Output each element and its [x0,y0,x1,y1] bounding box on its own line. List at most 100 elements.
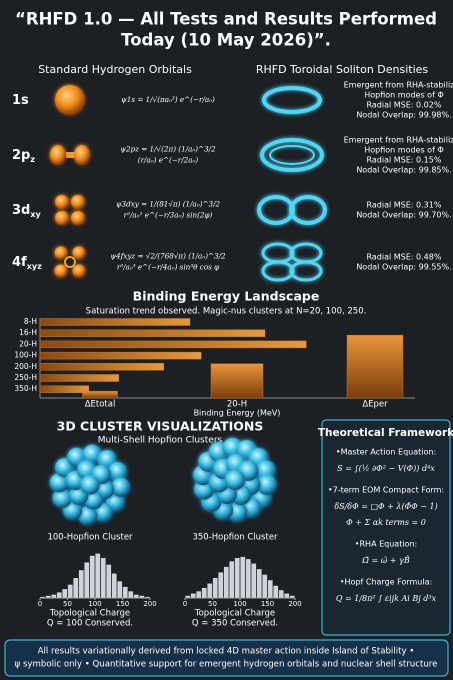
x-tick-label: 50 [63,600,72,608]
cluster-sphere [82,444,102,464]
framework-formula: S = ∫(½ ∂Φ² − V(Φ)) d⁴x [337,464,435,473]
x-tick-label: 200 [143,600,156,608]
histogram-bar [56,592,62,598]
orbital-label: 4fxyz [12,255,42,271]
torus-glyph [289,260,323,282]
bar [39,351,202,360]
x-axis-label: Topological Charge [49,609,130,619]
histogram-bar [51,594,57,598]
orbital-glyph [54,246,68,260]
histogram-bar [223,566,229,598]
formula: ψ3dxy = 1/(81√π) (1/a₀)^3/2 [116,200,221,209]
x-tick-label: ΔEtotal [85,400,116,410]
torus-glyph [289,195,327,225]
orbital-desc: Emergent from RHA-stabilized [344,81,453,90]
section-subtitle: Multi-Shell Hopfion Clusters [98,436,223,446]
orbital-desc: Radial MSE: 0.48% [367,253,442,262]
orbital-glyph [64,256,76,268]
footer-text: ψ symbolic only • Quantitative support f… [15,660,438,670]
orbital-desc: Hopfion modes of Φ [364,91,443,100]
histogram-bar [117,581,123,598]
x-axis-label: Topological Charge [194,609,275,619]
cluster-sphere [111,477,131,497]
histogram-bar [240,556,246,598]
histogram-bar [185,595,191,598]
orbital-label-main: 2p [12,148,30,163]
framework-box [321,419,451,636]
histogram-bar [262,574,268,598]
cluster-label: 100-Hopfion Cluster [47,533,133,543]
framework-title: Theoretical Framework [318,427,453,439]
histogram-bar [196,591,202,598]
histogram-bar [245,559,251,598]
bar [210,363,264,399]
histogram-bar [190,593,196,598]
cluster-sphere [78,506,98,526]
cluster-sphere [83,490,103,510]
cluster-sphere [194,479,215,500]
orbital-glyph [55,195,69,209]
heading-right: RHFD Toroidal Soliton Densities [256,63,429,76]
x-axis-label: Binding Energy (MeV) [194,409,281,418]
histogram-bar [207,583,213,598]
x-tick-label: 20-H [227,400,247,410]
chart-subtitle: Saturation trend observed. Magic-nus clu… [86,307,367,317]
histogram-bar [251,563,257,598]
histogram-bar [106,564,112,598]
cluster-sphere [49,473,69,493]
framework-formula: Ω̃ = ω̃ + γB̃ [361,556,410,565]
histogram-bar [139,595,145,598]
bar [346,334,404,399]
formula: (r/a₀) e^(−r/2a₀) [138,156,199,165]
orbital-desc: Nodal Overlap: 99.55%. [356,263,451,272]
framework-label: •7-term EOM Compact Form: [328,486,444,495]
bar [82,390,118,399]
cluster-sphere [77,460,97,480]
x-tick-label: ΔEper [362,400,388,410]
x-tick-label: 0 [183,600,187,608]
histogram-bar [67,584,73,598]
orbital-glyph [55,211,69,225]
bar [39,329,266,337]
caption: Q = 350 Conserved. [192,619,278,629]
orbital-label-sub: z [30,155,35,164]
section-title: 3D CLUSTER VISUALIZATIONS [57,419,264,434]
framework-label: •RHA Equation: [355,540,417,549]
formula: r²/a₀² e^(−r/3a₀) sin(2φ) [124,211,213,220]
footer-text: All results variationally derived from l… [38,647,415,657]
footer-box [4,639,449,677]
histogram-bar [256,569,262,598]
orbital-desc: Hopfion modes of Φ [364,146,443,155]
histogram-bar [100,558,106,598]
histogram-bar [133,594,139,598]
x-tick-label: 200 [288,600,301,608]
histogram-bar [273,585,279,598]
orbital-glyph [54,264,68,278]
torus-glyph [261,260,295,282]
histogram-bar [122,586,128,598]
formula: ψ1s = 1/√(πa₀³) e^(−r/a₀) [121,95,215,104]
torus-glyph [262,86,322,114]
orbital-desc: Nodal Overlap: 99.85%. [356,166,451,175]
histogram-bar [144,596,150,598]
orbital-glyph [72,246,86,260]
cluster-sphere [255,460,276,481]
bar [39,374,119,382]
cluster-sphere [225,470,245,490]
y-tick-label: 8-H [24,317,37,326]
orbital-label: 2pz [12,148,35,164]
orbital-label-main: 1s [12,93,29,108]
title: Today (10 May 2026)”. [121,31,331,50]
y-tick-label: 350-H [14,384,37,393]
x-tick-label: 100 [88,600,101,608]
orbital-label: 3dxy [12,203,42,219]
histogram-bar [229,561,235,598]
orbital-desc: Nodal Overlap: 99.70%. [356,211,451,220]
title: “RHFD 1.0 — All Tests and Results Perfor… [15,10,437,29]
heading-left: Standard Hydrogen Orbitals [38,63,192,76]
orbital-glyph [60,152,80,158]
orbital-desc: Radial MSE: 0.31% [367,201,442,210]
bar [39,318,191,326]
framework-formula: δS/δΦ = □Φ + λ(Φ̄Φ − 1) [334,502,437,511]
